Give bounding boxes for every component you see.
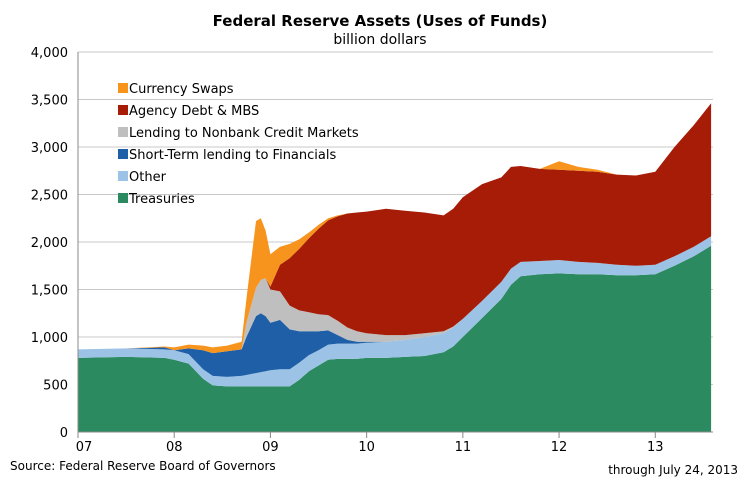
legend-label: Short-Term lending to Financials (129, 148, 336, 163)
legend-swatch (118, 171, 128, 181)
x-tick-label: 09 (262, 440, 279, 455)
area-series-4 (78, 103, 712, 354)
legend-swatch (118, 127, 128, 137)
area-series-5 (78, 103, 712, 354)
x-tick-label: 13 (647, 440, 664, 455)
x-tick-label: 07 (76, 440, 93, 455)
area-series-1 (78, 236, 712, 387)
x-tick-label: 11 (455, 440, 472, 455)
legend-swatch (118, 105, 128, 115)
legend-swatch (118, 193, 128, 203)
y-tick-label: 0 (60, 426, 68, 441)
x-tick-label: 12 (551, 440, 568, 455)
legend-label: Treasuries (128, 192, 195, 207)
y-tick-label: 1,000 (31, 331, 68, 346)
legend: Currency Swaps Agency Debt & MBS Lending t… (118, 82, 359, 207)
legend-label: Agency Debt & MBS (129, 104, 259, 119)
chart-subtitle: billion dollars (333, 32, 426, 48)
legend-label: Lending to Nonbank Credit Markets (129, 126, 359, 141)
y-tick-label: 2,500 (31, 189, 68, 204)
area-series-0 (78, 245, 712, 432)
chart-title: Federal Reserve Assets (Uses of Funds) (213, 12, 548, 30)
legend-swatch (118, 149, 128, 159)
x-tick-label: 08 (166, 440, 183, 455)
source-note: Source: Federal Reserve Board of Governo… (10, 459, 276, 473)
y-tick-label: 3,500 (31, 94, 68, 109)
axes: 0 500 1,000 1,500 2,000 2,500 3,000 3,500 4,000 0… (31, 46, 713, 455)
legend-label: Currency Swaps (129, 82, 234, 97)
date-note: through July 24, 2013 (608, 463, 738, 477)
y-tick-label: 2,000 (31, 236, 68, 251)
legend-label: Other (129, 170, 167, 185)
stacked-areas (78, 103, 712, 432)
y-tick-label: 500 (43, 379, 68, 394)
y-tick-label: 1,500 (31, 284, 68, 299)
y-tick-label: 4,000 (31, 46, 68, 61)
x-tick-label: 10 (358, 440, 375, 455)
y-tick-label: 3,000 (31, 141, 68, 156)
legend-swatch (118, 83, 128, 93)
